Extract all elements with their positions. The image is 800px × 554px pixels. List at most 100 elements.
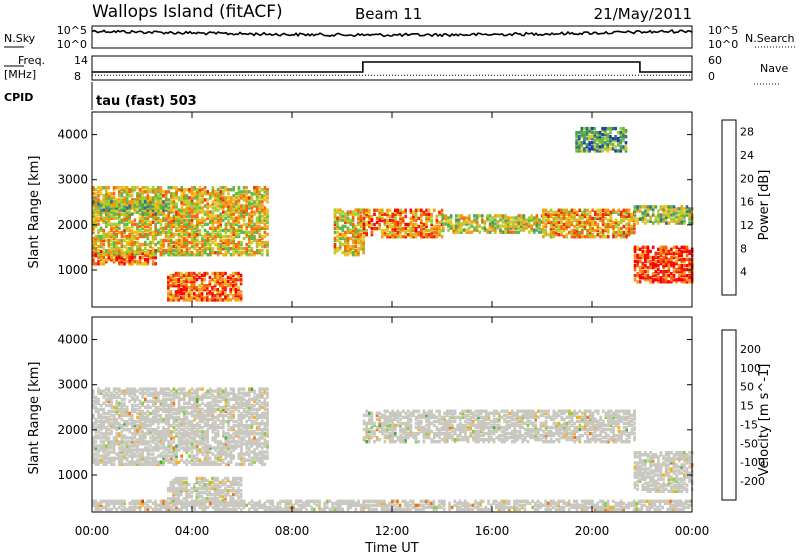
data-cell [128,249,131,253]
data-cell [157,434,160,438]
data-cell [664,217,668,221]
data-cell [624,128,628,133]
data-cell [188,421,191,426]
data-cell [136,403,139,408]
data-cell [177,247,181,251]
data-cell [99,417,103,422]
data-cell [211,292,214,296]
data-cell [229,240,233,245]
data-cell [196,397,199,401]
data-cell [118,456,121,460]
data-cell [232,222,235,226]
data-cell [245,196,248,200]
data-cell [422,212,426,216]
data-cell [237,192,241,196]
data-cell [206,240,209,245]
data-cell [175,419,178,424]
data-cell [154,230,157,235]
data-cell [180,407,183,412]
data-cell [683,249,686,254]
data-cell [219,462,222,466]
data-cell [457,222,461,226]
data-cell [149,460,152,464]
data-cell [190,224,194,228]
data-cell [115,428,118,432]
data-cell [216,275,219,280]
data-cell [214,208,217,212]
data-cell [409,208,413,212]
data-cell [219,284,222,288]
data-cell [349,236,352,241]
data-cell [99,242,103,247]
data-cell [525,222,528,226]
data-cell [141,242,144,247]
data-cell [657,213,660,217]
data-cell [588,226,592,231]
data-cell [370,216,374,221]
data-cell [188,397,191,401]
data-cell [219,236,222,241]
data-cell [112,393,116,397]
data-cell [115,200,118,204]
data-cell [120,424,124,428]
data-cell [427,214,431,219]
data-cell [659,213,663,217]
data-cell [157,430,160,434]
data-cell [383,212,387,216]
data-cell [123,234,126,239]
data-cell [110,421,113,426]
data-cell [625,216,628,221]
data-cell [266,200,269,204]
data-cell [180,210,183,214]
data-cell [146,424,150,428]
data-cell [391,233,394,237]
data-cell [107,393,111,397]
data-cell [359,210,363,214]
data-cell [206,411,209,416]
data-cell [182,273,186,278]
data-cell [200,294,204,298]
data-cell [664,280,668,284]
data-cell [183,210,186,214]
data-cell [219,290,222,294]
data-cell [232,202,235,206]
data-cell [575,141,578,145]
data-cell [125,200,129,204]
data-cell [226,279,230,284]
cpid-row: CPID tau (fast) 503 [4,82,197,110]
data-cell [167,415,170,420]
data-cell [211,407,215,412]
data-cell [386,235,389,239]
data-cell [146,194,150,198]
data-cell [583,222,587,227]
data-cell [229,413,233,418]
data-cell [125,419,129,424]
data-cell [565,210,568,214]
data-cell [112,446,116,450]
data-cell [128,411,131,416]
data-cell [175,434,178,438]
data-cell [237,242,241,247]
data-cell [123,244,126,249]
data-cell [128,194,131,198]
data-cell [641,213,645,217]
data-cell [154,214,157,218]
data-cell [138,442,142,446]
data-cell [654,261,658,266]
data-cell [365,212,368,216]
data-cell [338,244,342,249]
data-cell [94,251,98,256]
data-cell [457,226,461,230]
data-cell [162,405,165,410]
data-cell [180,434,183,438]
data-cell [349,244,352,249]
data-cell [115,452,118,456]
data-cell [562,235,566,239]
data-cell [94,460,98,464]
data-cell [209,462,212,466]
data-cell [190,275,193,280]
data-cell [222,206,225,210]
data-cell [399,212,402,216]
data-cell [219,238,222,243]
data-cell [112,204,116,208]
